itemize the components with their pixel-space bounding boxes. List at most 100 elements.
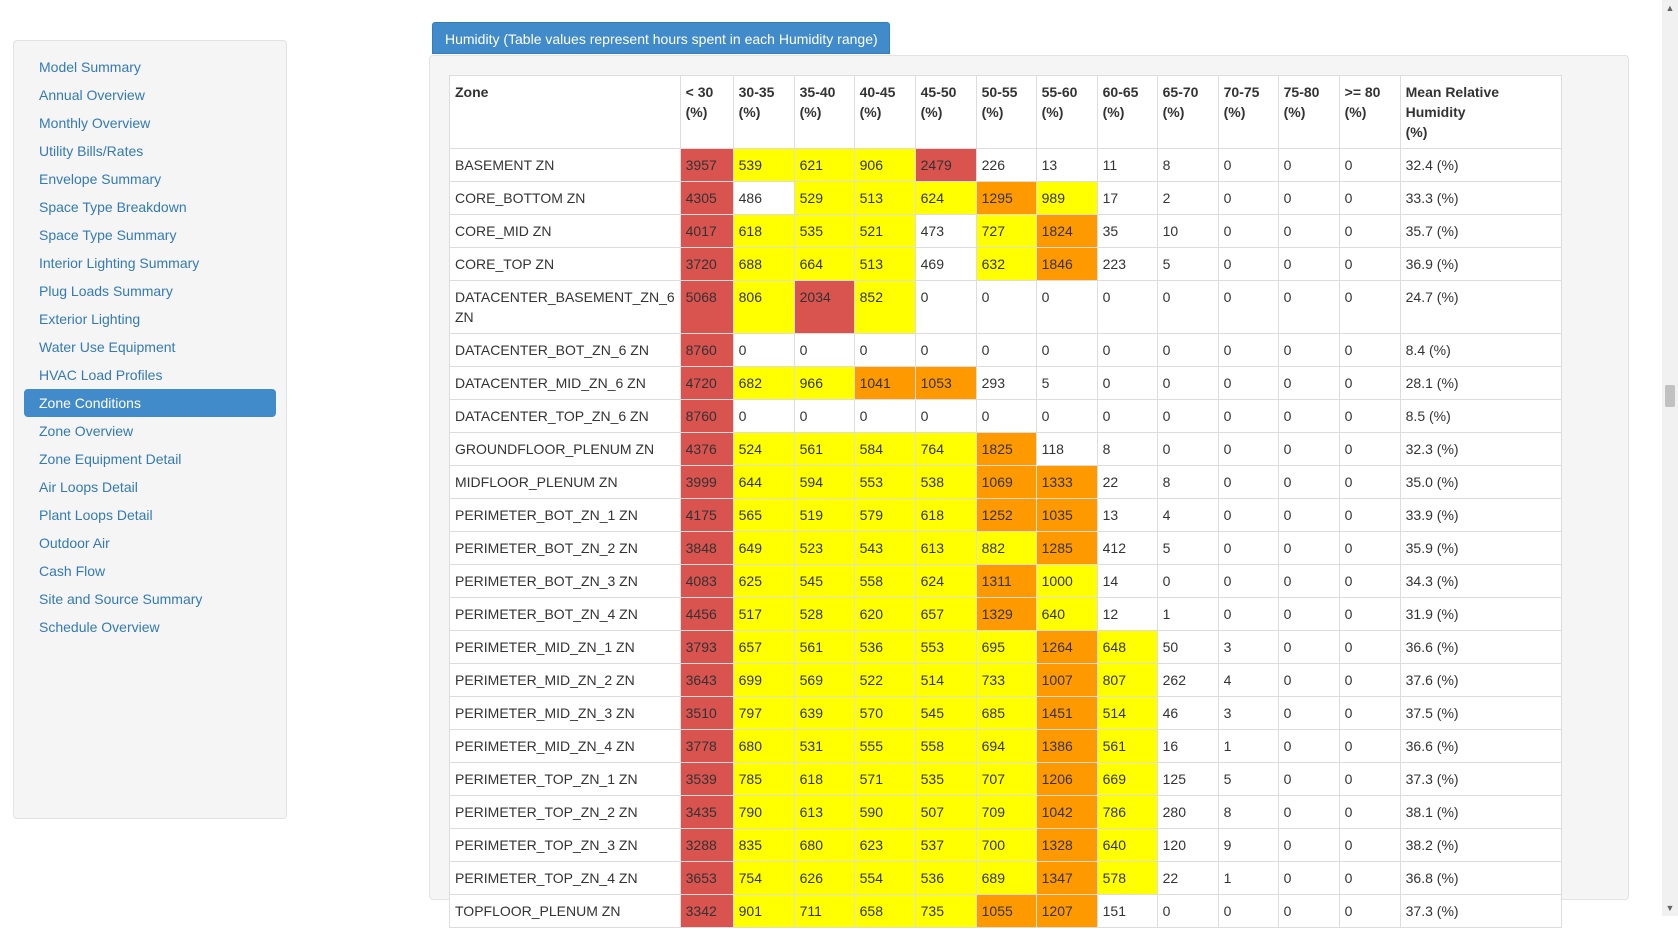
sidebar-item-space-type-breakdown[interactable]: Space Type Breakdown — [39, 199, 187, 215]
zone-name-cell: PERIMETER_TOP_ZN_3 ZN — [449, 828, 681, 862]
hours-cell: 689 — [975, 861, 1037, 895]
hours-cell: 640 — [1035, 597, 1098, 631]
hours-cell: 1 — [1217, 729, 1279, 763]
hours-cell: 2 — [1156, 181, 1219, 215]
hours-cell: 0 — [1277, 861, 1340, 895]
zone-name-cell: PERIMETER_TOP_ZN_2 ZN — [449, 795, 681, 829]
hours-cell: 8760 — [679, 399, 734, 433]
hours-cell: 4 — [1217, 663, 1279, 697]
hours-cell: 0 — [1338, 432, 1401, 466]
sidebar-nav: Model Summary Annual Overview Monthly Over… — [13, 40, 287, 819]
hours-cell: 594 — [793, 465, 855, 499]
hours-cell: 0 — [1217, 399, 1279, 433]
zone-name-cell: CORE_MID ZN — [449, 214, 681, 248]
sidebar-item-model-summary[interactable]: Model Summary — [39, 59, 141, 75]
sidebar-item-outdoor-air[interactable]: Outdoor Air — [39, 535, 110, 551]
hours-cell: 558 — [853, 564, 916, 598]
hours-cell: 0 — [1277, 333, 1340, 367]
hours-cell: 764 — [914, 432, 977, 466]
hours-cell: 13 — [1096, 498, 1158, 532]
zone-name-cell: PERIMETER_BOT_ZN_2 ZN — [449, 531, 681, 565]
column-header: Mean Relative Humidity (%) — [1399, 75, 1562, 149]
hours-cell: 624 — [914, 181, 977, 215]
zone-name-cell: DATACENTER_MID_ZN_6 ZN — [449, 366, 681, 400]
hours-cell: 0 — [793, 399, 855, 433]
hours-cell: 9 — [1217, 828, 1279, 862]
hours-cell: 0 — [1277, 181, 1340, 215]
sidebar-item-schedule-overview[interactable]: Schedule Overview — [39, 619, 160, 635]
hours-cell: 4175 — [679, 498, 734, 532]
sidebar-item-water-use-equipment[interactable]: Water Use Equipment — [39, 339, 176, 355]
mean-humidity-cell: 31.9 (%) — [1399, 597, 1562, 631]
hours-cell: 0 — [1035, 399, 1098, 433]
sidebar-item-monthly-overview[interactable]: Monthly Overview — [39, 115, 151, 131]
hours-cell: 579 — [853, 498, 916, 532]
sidebar-item-utility-bills-rates[interactable]: Utility Bills/Rates — [39, 143, 144, 159]
sidebar-item-envelope-summary[interactable]: Envelope Summary — [39, 171, 162, 187]
sidebar-item-annual-overview[interactable]: Annual Overview — [39, 87, 145, 103]
mean-humidity-cell: 37.3 (%) — [1399, 894, 1562, 928]
hours-cell: 569 — [793, 663, 855, 697]
mean-humidity-cell: 24.7 (%) — [1399, 280, 1562, 334]
hours-cell: 519 — [793, 498, 855, 532]
hours-cell: 118 — [1035, 432, 1098, 466]
hours-cell: 3793 — [679, 630, 734, 664]
hours-cell: 1451 — [1035, 696, 1098, 730]
table-row: PERIMETER_TOP_ZN_3 ZN 3288 835 680 623 537 700… — [449, 828, 1562, 862]
column-header-label: 75-80 — [1283, 84, 1320, 100]
hours-cell: 0 — [1035, 280, 1098, 334]
hours-cell: 0 — [1156, 432, 1219, 466]
scroll-down-arrow-icon[interactable]: ▼ — [1665, 903, 1675, 913]
sidebar-item-plant-loops-detail[interactable]: Plant Loops Detail — [39, 507, 153, 523]
hours-cell: 648 — [1096, 630, 1158, 664]
table-row: PERIMETER_BOT_ZN_1 ZN 4175 565 519 579 618 125… — [449, 498, 1562, 532]
scroll-thumb[interactable] — [1665, 385, 1675, 407]
column-header-unit: (%) — [1041, 104, 1064, 120]
zone-name-cell: PERIMETER_TOP_ZN_1 ZN — [449, 762, 681, 796]
vertical-scrollbar[interactable]: ▲ ▼ — [1662, 0, 1678, 916]
sidebar-item-hvac-load-profiles[interactable]: HVAC Load Profiles — [39, 367, 163, 383]
hours-cell: 733 — [975, 663, 1037, 697]
table-row: PERIMETER_MID_ZN_1 ZN 3793 657 561 536 553 695… — [449, 630, 1562, 664]
zone-name-cell: PERIMETER_MID_ZN_4 ZN — [449, 729, 681, 763]
scroll-up-arrow-icon[interactable]: ▲ — [1665, 3, 1675, 13]
hours-cell: 8 — [1096, 432, 1158, 466]
sidebar-item-space-type-summary[interactable]: Space Type Summary — [39, 227, 177, 243]
hours-cell: 0 — [1338, 729, 1401, 763]
hours-cell: 0 — [1156, 564, 1219, 598]
hours-cell: 0 — [1277, 531, 1340, 565]
hours-cell: 1295 — [975, 181, 1037, 215]
sidebar-item-zone-equipment-detail[interactable]: Zone Equipment Detail — [39, 451, 182, 467]
hours-cell: 0 — [1338, 894, 1401, 928]
hours-cell: 8 — [1156, 465, 1219, 499]
sidebar-item-cash-flow[interactable]: Cash Flow — [39, 563, 106, 579]
sidebar-item-zone-overview[interactable]: Zone Overview — [39, 423, 134, 439]
table-row: PERIMETER_TOP_ZN_1 ZN 3539 785 618 571 535 707… — [449, 762, 1562, 796]
column-header-unit: (%) — [1283, 104, 1306, 120]
hours-cell: 0 — [1277, 465, 1340, 499]
humidity-panel-tab[interactable]: Humidity (Table values represent hours s… — [432, 22, 890, 54]
column-header: 50-55 (%) — [975, 75, 1037, 149]
hours-cell: 0 — [1277, 828, 1340, 862]
hours-cell: 4017 — [679, 214, 734, 248]
hours-cell: 1042 — [1035, 795, 1098, 829]
hours-cell: 0 — [914, 280, 977, 334]
hours-cell: 0 — [1156, 366, 1219, 400]
column-header: 70-75 (%) — [1217, 75, 1279, 149]
sidebar-item-interior-lighting-summary[interactable]: Interior Lighting Summary — [39, 255, 200, 271]
table-row: CORE_BOTTOM ZN 4305 486 529 513 624 1295 989 17 2… — [449, 181, 1562, 215]
hours-cell: 1386 — [1035, 729, 1098, 763]
hours-cell: 561 — [793, 432, 855, 466]
sidebar-item-plug-loads-summary[interactable]: Plug Loads Summary — [39, 283, 173, 299]
sidebar-item-site-and-source-summary[interactable]: Site and Source Summary — [39, 591, 203, 607]
hours-cell: 1041 — [853, 366, 916, 400]
hours-cell: 1 — [1217, 861, 1279, 895]
hours-cell: 0 — [1217, 597, 1279, 631]
hours-cell: 0 — [1277, 280, 1340, 334]
sidebar-item-air-loops-detail[interactable]: Air Loops Detail — [39, 479, 138, 495]
hours-cell: 22 — [1096, 465, 1158, 499]
sidebar-item-exterior-lighting[interactable]: Exterior Lighting — [39, 311, 141, 327]
column-header: 30-35 (%) — [732, 75, 795, 149]
hours-cell: 4456 — [679, 597, 734, 631]
sidebar-item-zone-conditions[interactable]: Zone Conditions — [24, 389, 276, 417]
